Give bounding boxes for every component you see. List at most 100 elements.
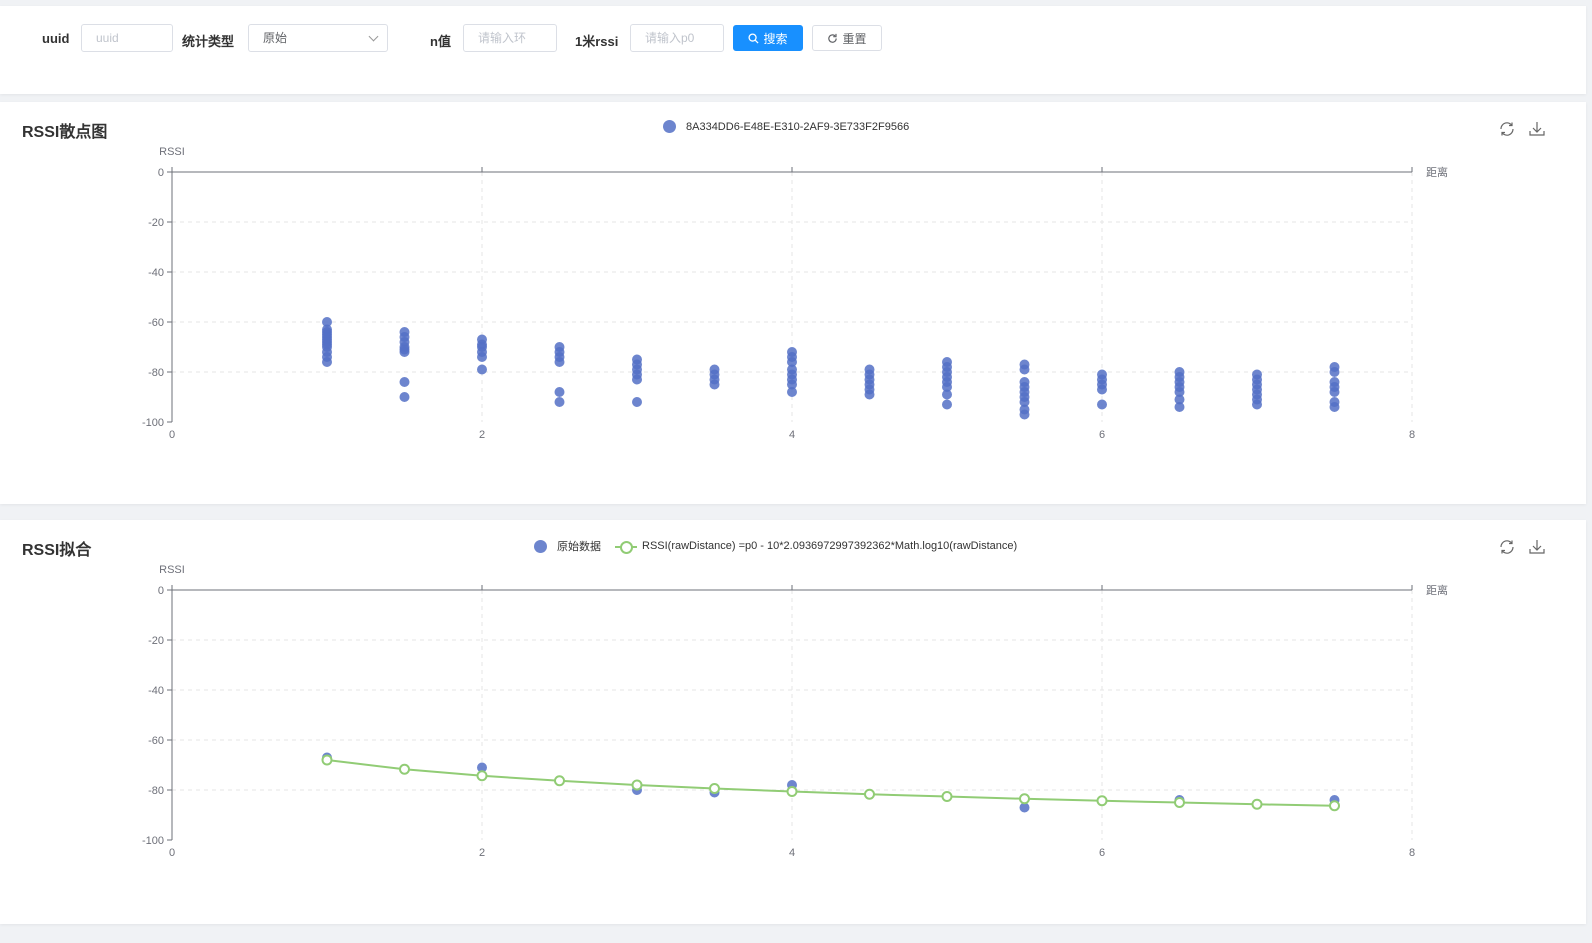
y-tick-label: -80 [148, 367, 164, 379]
y-tick-label: 0 [158, 585, 164, 597]
scatter-point [787, 357, 797, 367]
x-tick-label: 2 [479, 847, 485, 859]
scatter-point [942, 382, 952, 392]
y-tick-label: -20 [148, 217, 164, 229]
scatter-point [942, 399, 952, 410]
scatter-point [554, 357, 565, 367]
y-tick-label: -60 [148, 317, 164, 329]
y-tick-label: -40 [148, 685, 164, 697]
download-icon[interactable] [1528, 538, 1546, 556]
scatter-point [399, 377, 410, 387]
legend-label: 8A334DD6-E48E-E310-2AF9-3E733F2F9566 [686, 120, 910, 133]
scatter-point [942, 389, 952, 400]
rssi-input[interactable] [630, 24, 724, 52]
fit-point [941, 791, 953, 802]
scatter-point [1019, 364, 1030, 375]
x-tick-label: 0 [169, 429, 175, 441]
filter-bar: uuid 统计类型 原始 n值 1米rssi 搜索 重置 [0, 6, 1586, 94]
fit-chart-card: RSSI拟合 原始数据 RSSI(rawDistance) =p0 - 10*2… [0, 520, 1586, 924]
type-select[interactable]: 原始 [248, 24, 388, 52]
x-axis-name: 距离 [1426, 165, 1448, 179]
search-button-label: 搜索 [763, 31, 788, 46]
y-axis-name: RSSI [159, 564, 185, 576]
rssi-label: 1米rssi [575, 34, 619, 49]
fit-point [631, 779, 643, 791]
scatter-point [554, 397, 565, 407]
scatter-point [1174, 394, 1185, 405]
scatter-point [477, 364, 487, 375]
fit-point [476, 770, 488, 782]
scatter-point [1252, 399, 1262, 410]
fit-point [399, 763, 410, 775]
scatter-point [1097, 384, 1107, 395]
scatter-plot: 0 -20 -40 -60 -80 -100 0 2 4 6 8 RSSI 距离 [142, 146, 1448, 441]
fit-point [1251, 798, 1263, 810]
scatter-point [1329, 387, 1340, 397]
scatter-point [1019, 409, 1030, 420]
x-tick-label: 2 [479, 429, 485, 441]
refresh-icon[interactable] [1498, 120, 1516, 138]
y-tick-label: 0 [158, 167, 164, 179]
x-tick-label: 4 [789, 847, 795, 859]
scatter-point [477, 352, 487, 362]
y-axis-name: RSSI [159, 146, 185, 158]
scatter-point [322, 357, 332, 367]
fit-point [321, 754, 333, 766]
x-tick-label: 6 [1099, 429, 1105, 441]
scatter-point [1019, 397, 1030, 407]
fit-point [786, 786, 798, 797]
download-icon[interactable] [1528, 120, 1546, 138]
fit-plot: 0 -20 -40 -60 -80 -100 0 2 4 6 8 RSSI 距离 [142, 564, 1448, 859]
scatter-point [787, 379, 797, 390]
scatter-point [554, 387, 565, 397]
uuid-input[interactable] [81, 24, 173, 52]
fit-point [1329, 800, 1340, 812]
fit-line [326, 759, 1335, 807]
scatter-point [864, 389, 875, 400]
reset-button[interactable]: 重置 [812, 25, 882, 51]
chart-legend[interactable]: 原始数据 RSSI(rawDistance) =p0 - 10*2.093697… [534, 538, 1017, 554]
fit-point [1019, 793, 1030, 805]
y-tick-label: -100 [142, 835, 164, 847]
chart-title: RSSI散点图 [22, 124, 108, 141]
type-select-value: 原始 [263, 31, 288, 45]
chart-title: RSSI拟合 [22, 542, 92, 559]
y-tick-label: -40 [148, 267, 164, 279]
search-icon [748, 32, 760, 44]
legend-symbol-raw [534, 539, 547, 553]
type-label: 统计类型 [182, 34, 235, 49]
x-tick-label: 6 [1099, 847, 1105, 859]
x-tick-label: 0 [169, 847, 175, 859]
chart-toolbox [1498, 538, 1546, 556]
n-input[interactable] [463, 24, 557, 52]
legend-label-raw: 原始数据 [557, 541, 601, 553]
y-tick-label: -80 [148, 785, 164, 797]
fit-point [1174, 797, 1185, 808]
fit-point [554, 775, 565, 787]
refresh-icon[interactable] [1498, 538, 1516, 556]
uuid-label: uuid [42, 31, 70, 46]
fit-point [1096, 795, 1108, 807]
reset-button-label: 重置 [842, 31, 867, 46]
search-button[interactable]: 搜索 [733, 25, 803, 51]
y-tick-label: -100 [142, 417, 164, 429]
fit-point [864, 788, 875, 800]
y-tick-label: -20 [148, 635, 164, 647]
scatter-point [399, 347, 410, 357]
scatter-point [1174, 402, 1185, 412]
x-axis-name: 距离 [1426, 583, 1448, 597]
chevron-down-icon [368, 31, 379, 42]
scatter-point [1019, 802, 1030, 813]
fit-point [709, 783, 720, 794]
refresh-icon [828, 33, 838, 43]
scatter-point [1329, 367, 1340, 377]
scatter-point [1174, 387, 1185, 397]
scatter-point [787, 387, 797, 397]
y-tick-label: -60 [148, 735, 164, 747]
legend-label-fit: RSSI(rawDistance) =p0 - 10*2.09369729973… [642, 540, 1018, 552]
scatter-point [1329, 402, 1340, 412]
chart-legend[interactable]: 8A334DD6-E48E-E310-2AF9-3E733F2F9566 [663, 120, 909, 133]
scatter-point [477, 762, 487, 773]
scatter-point [399, 392, 410, 402]
x-tick-label: 8 [1409, 847, 1415, 859]
